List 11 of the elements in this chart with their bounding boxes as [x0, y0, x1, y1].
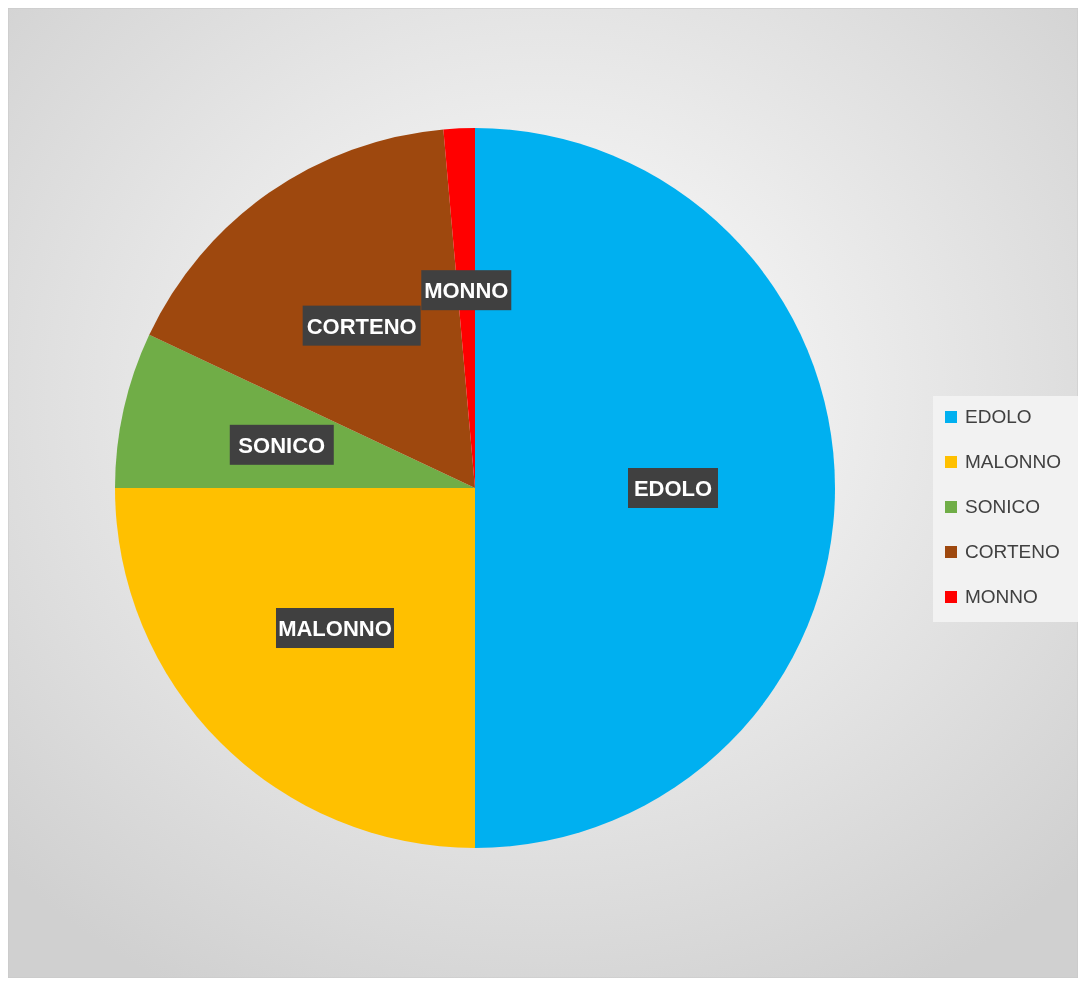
legend-label: MALONNO: [965, 451, 1062, 472]
legend-label: EDOLO: [965, 406, 1032, 427]
legend-label: CORTENO: [965, 541, 1060, 562]
pie-slice: [115, 488, 475, 848]
slice-label: MONNO: [424, 278, 509, 304]
legend-label: SONICO: [965, 496, 1040, 517]
slice-label: CORTENO: [306, 313, 417, 339]
legend-label: MONNO: [965, 586, 1038, 607]
slice-label: EDOLO: [633, 476, 713, 501]
slice-label: MALONNO: [278, 616, 392, 642]
slice-label: SONICO: [238, 432, 326, 458]
